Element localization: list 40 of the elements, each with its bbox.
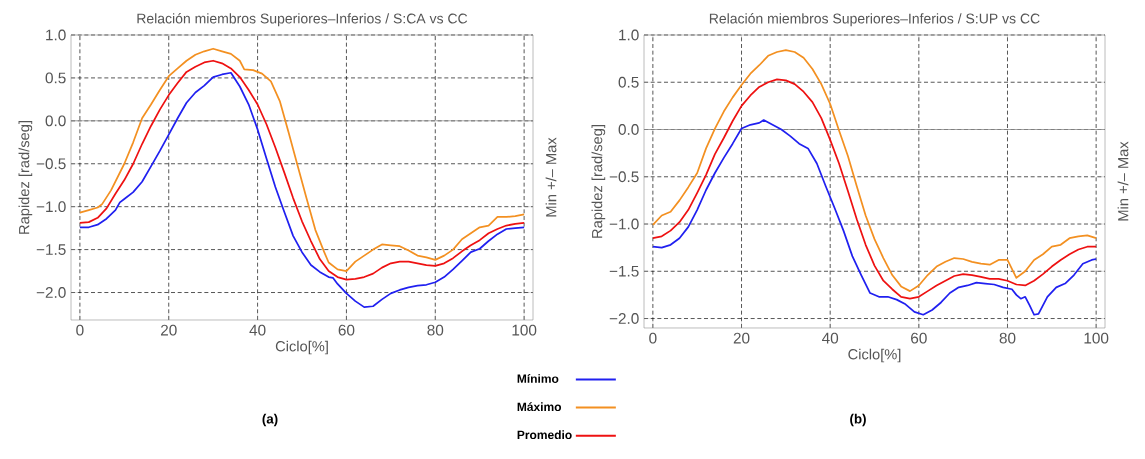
x-axis-title: Ciclo[%] [275,340,328,355]
x-tick-label: 80 [427,324,444,336]
y-tick-label: 1.0 [619,29,639,41]
text: (a) [262,413,278,427]
y-tick-label: −2.0 [609,313,639,324]
x-axis-title: Ciclo[%] [848,348,901,363]
y-tick-label: 0.0 [618,124,639,135]
y2-axis-title: Min +/– Max [1117,141,1129,221]
x-tick-label: 60 [911,332,927,344]
y-tick-label: 0.0 [45,115,66,127]
x-tick-label: 20 [733,332,750,344]
y-tick-label: −1.0 [609,218,639,230]
x-tick-label: 100 [512,324,537,336]
y-tick-label: −1.5 [609,265,639,277]
y-tick-label: −1.5 [36,244,66,255]
y-tick-label: −0.5 [609,171,639,183]
text: (b) [850,413,866,427]
x-tick-label: 0 [76,324,84,336]
y-tick-label: 0.5 [45,72,66,84]
x-tick-label: 20 [160,324,177,336]
y-tick-label: 0.5 [618,76,639,88]
x-tick-label: 40 [822,332,839,344]
y2-axis-title: Min +/– Max [545,137,557,217]
y-tick-label: −1.0 [36,201,66,213]
chart-title: Relación miembros Superiores–Inferios / S:UP vs CC [709,13,1040,27]
x-tick-label: 0 [649,332,657,344]
line-series [79,71,525,308]
chart-title: Relación miembros Superiores–Inferios / S:CA vs CC [137,13,468,27]
y-tick-label: −0.5 [36,158,66,170]
x-tick-label: 80 [999,332,1016,344]
y-tick-label: 1.0 [46,29,66,41]
legend-label: Mínimo [517,374,559,383]
y-axis-title: Rapidez [rad/seg] [18,121,33,234]
y-axis-title: Rapidez [rad/seg] [591,125,606,238]
legend-label: Promedio [517,430,572,440]
y-tick-label: −2.0 [36,287,66,298]
legend-label: Máximo [517,402,562,412]
x-tick-label: 100 [1084,332,1109,344]
x-tick-label: 40 [249,324,266,336]
x-tick-label: 60 [338,324,355,336]
